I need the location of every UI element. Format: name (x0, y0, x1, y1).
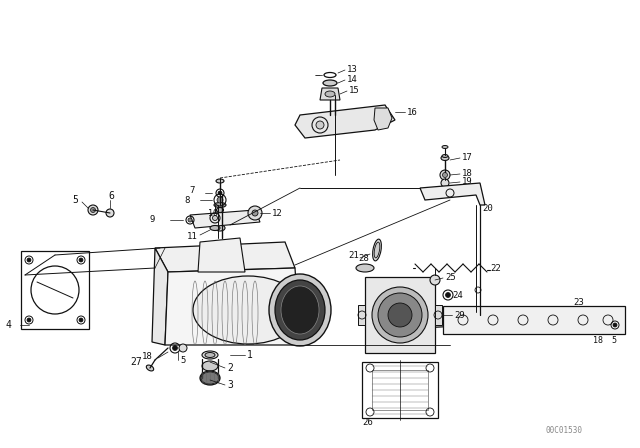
Text: 6: 6 (108, 191, 114, 201)
Text: 22: 22 (490, 263, 500, 272)
Text: 13: 13 (347, 65, 358, 73)
Text: 10: 10 (208, 208, 218, 217)
Ellipse shape (374, 242, 380, 258)
Circle shape (79, 258, 83, 262)
Circle shape (218, 191, 222, 195)
Circle shape (212, 215, 218, 220)
Text: 2: 2 (227, 363, 233, 373)
Ellipse shape (201, 372, 219, 384)
Circle shape (445, 293, 451, 297)
Ellipse shape (210, 225, 220, 231)
Circle shape (441, 179, 449, 187)
Polygon shape (420, 183, 485, 205)
Ellipse shape (275, 280, 325, 340)
Ellipse shape (325, 91, 335, 97)
Polygon shape (152, 248, 168, 345)
Text: 7: 7 (189, 185, 195, 194)
Text: 18: 18 (462, 168, 473, 177)
Circle shape (217, 197, 223, 203)
Circle shape (79, 318, 83, 322)
Polygon shape (190, 210, 260, 228)
Circle shape (88, 205, 98, 215)
Text: 11: 11 (187, 232, 198, 241)
Text: 14: 14 (347, 74, 358, 83)
Ellipse shape (356, 264, 374, 272)
Polygon shape (155, 242, 295, 272)
Text: 4: 4 (5, 320, 11, 330)
Ellipse shape (442, 155, 448, 158)
Text: 24: 24 (452, 290, 463, 300)
Text: 25: 25 (445, 272, 456, 281)
Ellipse shape (216, 207, 223, 212)
Ellipse shape (441, 155, 449, 160)
Ellipse shape (202, 361, 218, 371)
Text: 28: 28 (358, 254, 369, 263)
Text: 20: 20 (482, 203, 493, 212)
Ellipse shape (372, 239, 381, 261)
Ellipse shape (202, 351, 218, 359)
Text: 15: 15 (349, 86, 360, 95)
Text: 9: 9 (150, 215, 155, 224)
Ellipse shape (193, 276, 303, 344)
Ellipse shape (442, 146, 448, 148)
Text: 17: 17 (462, 152, 473, 161)
Ellipse shape (281, 286, 319, 334)
Polygon shape (358, 305, 365, 325)
Text: 21: 21 (348, 250, 359, 259)
Circle shape (442, 172, 447, 177)
Circle shape (316, 121, 324, 129)
Polygon shape (165, 268, 300, 345)
Ellipse shape (214, 202, 226, 207)
Circle shape (27, 318, 31, 322)
Circle shape (188, 218, 192, 222)
Text: 26: 26 (362, 418, 372, 426)
Text: 5: 5 (611, 336, 616, 345)
Ellipse shape (200, 371, 220, 385)
Text: 8: 8 (184, 195, 190, 204)
Text: 5: 5 (180, 356, 186, 365)
Text: 29: 29 (454, 310, 465, 319)
Text: 19: 19 (462, 177, 473, 185)
Polygon shape (295, 105, 395, 138)
Text: 23: 23 (573, 297, 584, 306)
Circle shape (179, 344, 187, 352)
Circle shape (248, 206, 262, 220)
Text: 18: 18 (142, 352, 153, 361)
Text: —: — (316, 72, 320, 78)
Circle shape (252, 210, 258, 216)
Circle shape (27, 258, 31, 262)
Text: 16: 16 (407, 108, 418, 116)
Text: 1: 1 (247, 350, 253, 360)
Circle shape (613, 323, 617, 327)
Circle shape (388, 303, 412, 327)
Ellipse shape (216, 215, 224, 220)
Ellipse shape (215, 225, 225, 231)
Polygon shape (320, 88, 340, 100)
Circle shape (378, 293, 422, 337)
Text: 3: 3 (227, 380, 233, 390)
Polygon shape (418, 312, 480, 328)
Ellipse shape (216, 179, 224, 183)
Circle shape (372, 287, 428, 343)
Text: 12: 12 (272, 208, 283, 217)
Text: 00C01530: 00C01530 (545, 426, 582, 435)
Text: 5: 5 (72, 195, 78, 205)
Circle shape (106, 209, 114, 217)
Ellipse shape (205, 353, 215, 358)
Text: 27: 27 (130, 357, 141, 367)
Polygon shape (374, 108, 392, 130)
Circle shape (173, 345, 177, 350)
Polygon shape (435, 305, 442, 325)
Circle shape (430, 275, 440, 285)
Polygon shape (365, 277, 435, 353)
Ellipse shape (323, 80, 337, 86)
Circle shape (90, 207, 95, 212)
Ellipse shape (269, 274, 331, 346)
Text: 18: 18 (593, 336, 603, 345)
Polygon shape (198, 238, 245, 272)
Ellipse shape (147, 365, 154, 371)
Polygon shape (443, 306, 625, 334)
Circle shape (440, 170, 450, 180)
